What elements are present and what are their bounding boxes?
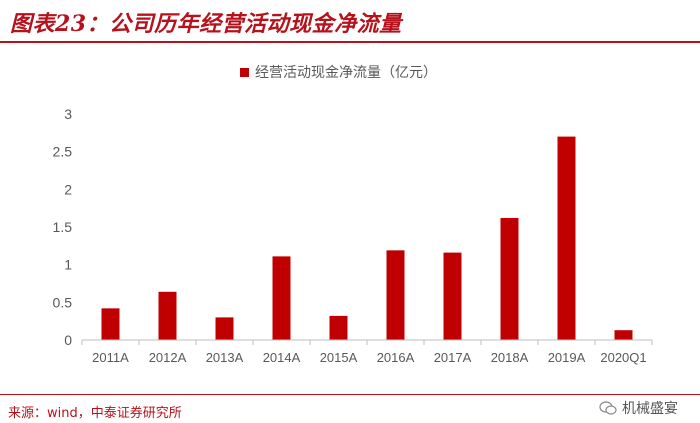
bar [557,136,576,340]
bar [329,315,348,340]
footer-rule [0,394,700,395]
y-tick-label: 0.5 [53,294,73,310]
bar [272,256,291,340]
y-axis: 0 0.5 1 1.5 2 2.5 3 [53,106,73,348]
x-tick-label: 2020Q1 [600,350,646,365]
watermark: 机械盛宴 [599,398,678,418]
bar [443,252,462,340]
figure-title: 图表23：公司历年经营活动现金净流量 [10,11,402,37]
x-tick-label: 2016A [377,350,415,365]
bar [386,250,405,340]
bar [500,217,519,340]
title-rule [0,41,700,43]
bar [215,317,234,340]
source-note: 来源：wind，中泰证券研究所 [8,406,182,421]
bar [614,330,633,340]
y-tick-label: 3 [64,106,72,122]
x-tick-label: 2011A [92,350,129,365]
y-tick-label: 2.5 [53,144,73,160]
x-tick-label: 2015A [320,350,358,365]
x-tick-label: 2018A [491,350,529,365]
bars [101,136,633,340]
y-tick-label: 0 [64,332,72,348]
bar-chart: 经营活动现金净流量（亿元） 00.511.522.53 2011A 2012A 20… [53,65,653,365]
watermark-label: 机械盛宴 [622,401,678,417]
legend-label: 经营活动现金净流量（亿元） [255,65,437,81]
x-tick-label: 2014A [263,350,301,365]
wechat-icon [599,401,617,415]
x-tick-label: 2017A [434,350,472,365]
x-tick-label: 2019A [548,350,586,365]
y-tick-label: 2 [64,181,72,197]
x-tick-label: 2013A [206,350,244,365]
x-axis: 2011A 2012A 2013A 2014A 2015A 2016A 2017A 2018A… [81,339,653,365]
y-tick-label: 1 [64,257,72,273]
x-tick-label: 2012A [149,350,187,365]
legend-swatch [240,68,249,77]
legend: 经营活动现金净流量（亿元） [240,65,437,81]
bar [101,308,120,340]
y-tick-label: 1.5 [53,219,73,235]
bar [158,291,177,340]
